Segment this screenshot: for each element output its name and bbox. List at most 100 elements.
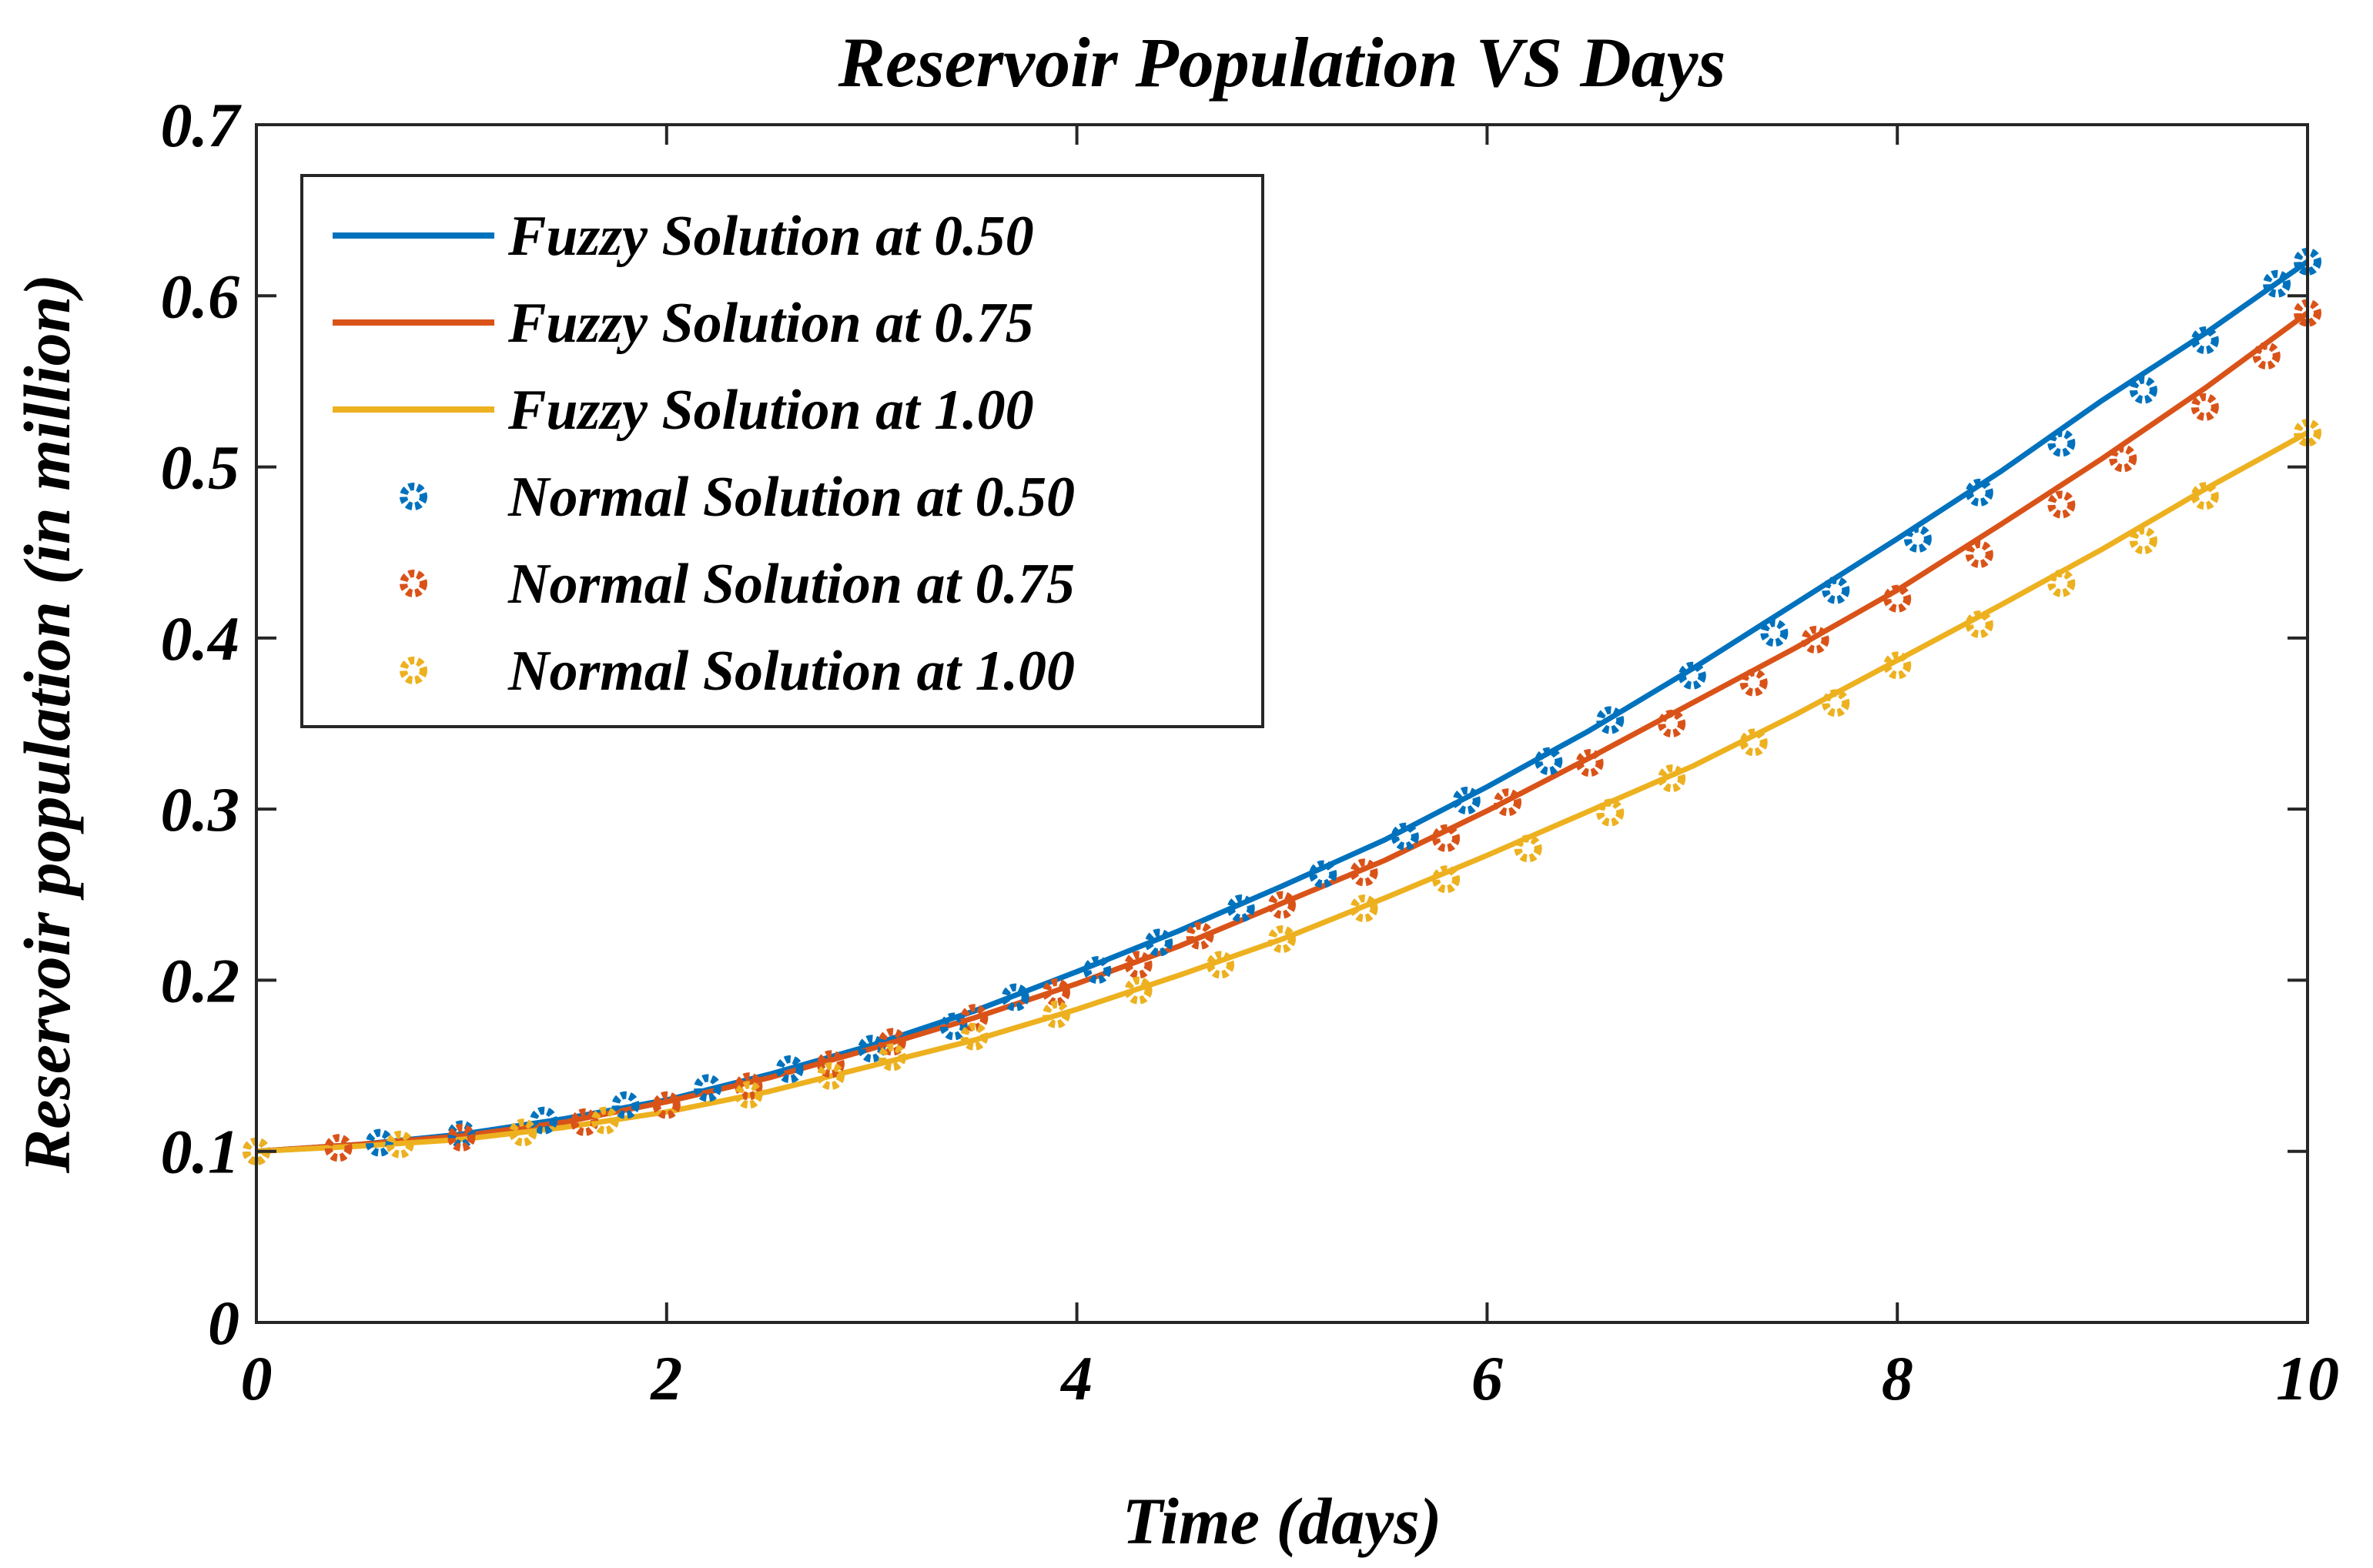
data-point bbox=[1001, 983, 1029, 1011]
data-point bbox=[2129, 527, 2157, 555]
data-point bbox=[1042, 1000, 1070, 1028]
legend-marker-swatch bbox=[400, 570, 427, 597]
data-point bbox=[2047, 569, 2076, 597]
data-point bbox=[324, 1134, 353, 1162]
y-tick-label: 0.1 bbox=[161, 1117, 240, 1187]
data-point bbox=[652, 1091, 681, 1119]
data-point bbox=[591, 1106, 619, 1135]
legend-item: Fuzzy Solution at 0.50 bbox=[333, 205, 1034, 268]
data-point bbox=[1801, 626, 1829, 654]
legend-label: Fuzzy Solution at 0.75 bbox=[507, 292, 1034, 355]
x-tick-label: 4 bbox=[1059, 1343, 1093, 1413]
data-point bbox=[1658, 710, 1686, 737]
data-point bbox=[1186, 921, 1214, 950]
data-point bbox=[878, 1043, 906, 1072]
data-point bbox=[1575, 749, 1604, 777]
y-tick-label: 0 bbox=[208, 1288, 239, 1358]
data-point bbox=[816, 1061, 845, 1090]
y-axis-ticks: 0 0.1 0.2 0.3 0.4 0.5 0.6 0.7 bbox=[161, 90, 2308, 1358]
x-axis-label: Time (days) bbox=[1123, 1484, 1442, 1558]
legend-label: Normal Solution at 1.00 bbox=[507, 640, 1075, 703]
data-point bbox=[878, 1028, 906, 1056]
data-point bbox=[775, 1055, 804, 1084]
data-point bbox=[1739, 668, 1768, 697]
data-point bbox=[816, 1050, 845, 1078]
data-point bbox=[1207, 951, 1235, 979]
data-point bbox=[1309, 860, 1337, 888]
data-point bbox=[1227, 894, 1255, 923]
data-point bbox=[960, 1022, 989, 1051]
data-point bbox=[509, 1118, 537, 1147]
legend-item: Normal Solution at 1.00 bbox=[400, 640, 1075, 703]
data-point bbox=[1452, 787, 1481, 815]
data-point bbox=[1658, 764, 1686, 793]
x-tick-label: 6 bbox=[1471, 1343, 1503, 1413]
legend-box bbox=[300, 174, 1264, 728]
data-point bbox=[1083, 956, 1112, 985]
data-point bbox=[1760, 619, 1789, 647]
data-point bbox=[1822, 689, 1850, 717]
legend-label: Normal Solution at 0.75 bbox=[507, 553, 1075, 616]
data-point bbox=[1965, 478, 1993, 507]
data-point bbox=[1535, 747, 1563, 775]
data-point bbox=[1883, 584, 1912, 613]
legend-item: Fuzzy Solution at 0.75 bbox=[333, 292, 1034, 355]
data-point bbox=[2047, 429, 2076, 457]
data-point bbox=[960, 1004, 989, 1032]
data-point bbox=[1965, 540, 1993, 568]
y-tick-label: 0.3 bbox=[161, 774, 240, 844]
data-point bbox=[1268, 925, 1296, 954]
x-tick-label: 0 bbox=[241, 1343, 273, 1413]
legend-label: Fuzzy Solution at 0.50 bbox=[507, 205, 1034, 268]
data-point bbox=[2129, 376, 2157, 404]
data-point bbox=[386, 1130, 414, 1158]
data-point bbox=[1124, 976, 1153, 1005]
data-point bbox=[2191, 393, 2219, 421]
series-layer bbox=[243, 247, 2321, 1165]
x-tick-label: 8 bbox=[1882, 1343, 1913, 1413]
data-point bbox=[1678, 661, 1706, 690]
data-point bbox=[1965, 610, 1993, 639]
x-tick-label: 10 bbox=[2276, 1343, 2339, 1413]
y-tick-label: 0.4 bbox=[161, 603, 240, 674]
y-tick-label: 0.7 bbox=[161, 90, 243, 160]
data-point bbox=[365, 1128, 393, 1157]
data-point bbox=[2252, 342, 2281, 370]
data-point bbox=[1124, 951, 1153, 979]
data-point bbox=[1822, 576, 1850, 604]
legend-label: Normal Solution at 0.50 bbox=[507, 466, 1075, 529]
data-point bbox=[1350, 858, 1378, 887]
data-point bbox=[1145, 928, 1173, 957]
legend-item: Normal Solution at 0.50 bbox=[400, 466, 1075, 529]
data-point bbox=[1596, 798, 1625, 827]
data-point bbox=[735, 1081, 763, 1109]
data-point bbox=[2191, 326, 2219, 355]
data-point bbox=[1042, 978, 1070, 1006]
data-point bbox=[1350, 894, 1378, 923]
data-point bbox=[1494, 788, 1522, 817]
y-axis-label: Reservoir population (in million) bbox=[10, 274, 84, 1174]
data-point bbox=[1432, 824, 1461, 852]
legend-label: Fuzzy Solution at 1.00 bbox=[507, 379, 1034, 442]
y-tick-label: 0.6 bbox=[161, 261, 240, 331]
data-point bbox=[529, 1106, 557, 1135]
x-tick-label: 2 bbox=[650, 1343, 682, 1413]
x-axis-ticks: 0 2 4 6 8 10 bbox=[241, 125, 2339, 1413]
data-point bbox=[1514, 834, 1542, 863]
data-point bbox=[1268, 891, 1296, 919]
y-tick-label: 0.2 bbox=[161, 945, 240, 1015]
series-6 bbox=[243, 419, 2321, 1165]
data-point bbox=[447, 1123, 476, 1152]
data-point bbox=[2263, 269, 2291, 298]
data-point bbox=[611, 1091, 640, 1119]
data-point bbox=[939, 1012, 968, 1041]
data-point bbox=[1596, 706, 1625, 734]
y-tick-label: 0.5 bbox=[161, 433, 240, 503]
data-point bbox=[2109, 444, 2137, 473]
data-point bbox=[1903, 524, 1932, 553]
chart-title: Reservoir Population VS Days bbox=[838, 23, 1726, 102]
legend-marker-swatch bbox=[400, 483, 427, 510]
data-point bbox=[694, 1074, 722, 1102]
series-5 bbox=[243, 299, 2321, 1165]
